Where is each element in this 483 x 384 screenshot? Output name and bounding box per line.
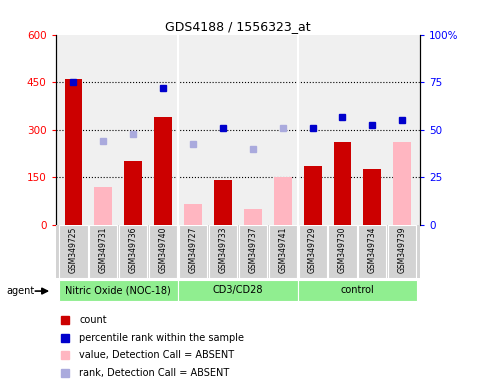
Bar [298,280,417,301]
Bar [393,142,411,225]
Bar [149,225,177,278]
Bar [363,169,382,225]
Bar [59,225,87,278]
Text: Nitric Oxide (NOC-18): Nitric Oxide (NOC-18) [65,285,171,296]
Text: GSM349734: GSM349734 [368,227,377,273]
Text: CD3/CD28: CD3/CD28 [213,285,263,296]
Bar [304,166,322,225]
Bar [239,225,267,278]
Bar [274,177,292,225]
Bar [89,225,117,278]
Text: count: count [79,315,107,325]
Bar [244,209,262,225]
Bar [119,225,147,278]
Text: GSM349737: GSM349737 [248,227,257,273]
Bar [178,280,298,301]
Text: percentile rank within the sample: percentile rank within the sample [79,333,244,343]
Title: GDS4188 / 1556323_at: GDS4188 / 1556323_at [165,20,311,33]
Text: GSM349729: GSM349729 [308,227,317,273]
Text: GSM349739: GSM349739 [398,227,407,273]
Text: rank, Detection Call = ABSENT: rank, Detection Call = ABSENT [79,368,229,378]
Bar [358,225,386,278]
Bar [328,225,356,278]
Text: GSM349741: GSM349741 [278,227,287,273]
Text: GSM349730: GSM349730 [338,227,347,273]
Bar [298,225,327,278]
Bar [209,225,237,278]
Text: GSM349727: GSM349727 [188,227,198,273]
Bar [154,117,172,225]
Text: GSM349736: GSM349736 [129,227,138,273]
Bar [94,187,113,225]
Bar [65,79,83,225]
Bar [214,180,232,225]
Text: GSM349731: GSM349731 [99,227,108,273]
Text: agent: agent [6,286,34,296]
Bar [179,225,207,278]
Bar [58,280,178,301]
Bar [124,161,142,225]
Bar [184,204,202,225]
Text: GSM349725: GSM349725 [69,227,78,273]
Text: control: control [341,285,374,296]
Bar [269,225,297,278]
Text: GSM349740: GSM349740 [158,227,168,273]
Text: value, Detection Call = ABSENT: value, Detection Call = ABSENT [79,350,234,360]
Bar [334,142,352,225]
Text: GSM349733: GSM349733 [218,227,227,273]
Bar [388,225,416,278]
